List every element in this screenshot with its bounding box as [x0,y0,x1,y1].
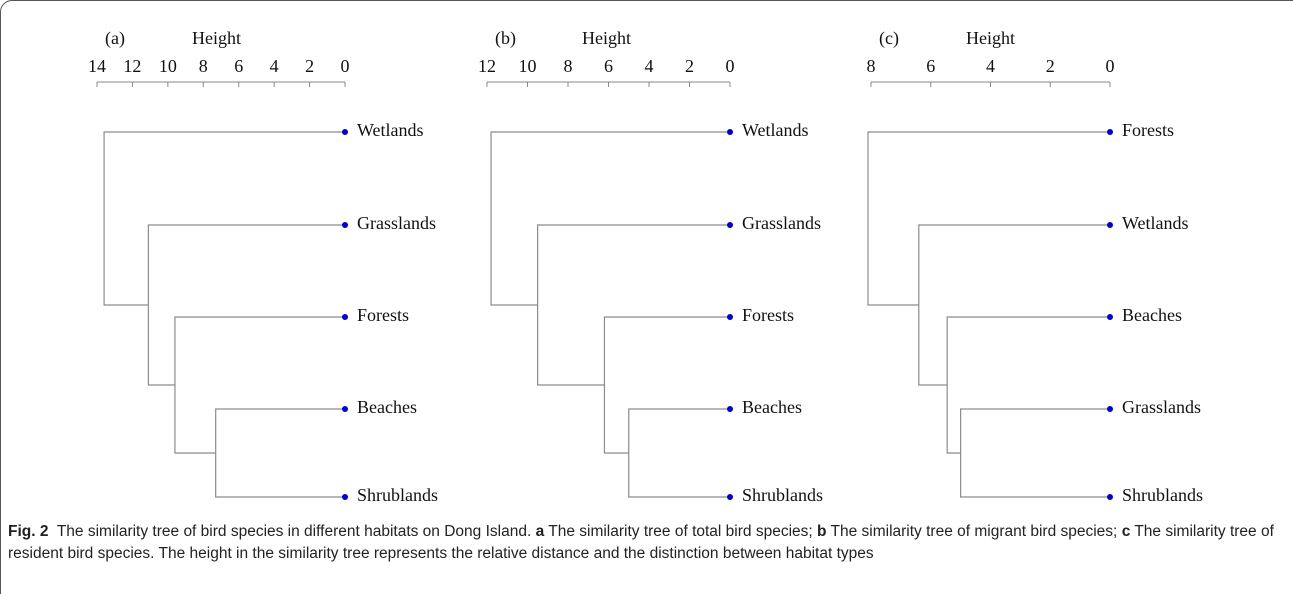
x-tick-label: 10 [519,56,537,76]
merge-link [603,316,730,454]
leaf-dot [342,494,348,500]
merge-link [215,408,345,498]
caption-key: a [535,523,545,540]
leaf-label: Wetlands [357,120,424,140]
caption-key: c [1121,523,1131,540]
caption-key: b [817,523,827,540]
leaf-dot [342,406,348,412]
x-tick-label: 12 [123,56,141,76]
leaf-dot [1107,314,1113,320]
leaf-label: Forests [1122,120,1174,140]
leaf-dot [727,129,733,135]
leaf-label: Grasslands [357,213,436,233]
caption-text: The similarity tree of bird species in d… [56,523,532,540]
leaf-label: Beaches [742,397,802,417]
x-tick-label: 4 [986,56,995,76]
leaf-dot [342,314,348,320]
leaf-dot [342,129,348,135]
x-tick-label: 8 [199,56,208,76]
caption: Fig. 2 The similarity tree of bird speci… [8,521,1278,565]
x-tick-label: 2 [685,56,694,76]
leaf-label: Wetlands [742,120,809,140]
leaf-dot [1107,494,1113,500]
axis-title: Height [582,28,631,48]
panel-label: (a) [105,28,125,49]
leaf-label: Beaches [357,397,417,417]
leaf-label: Shrublands [1122,485,1203,505]
caption-note: The height in the similarity tree repres… [158,545,874,562]
panel-label: (c) [879,28,899,49]
x-tick-label: 8 [867,56,876,76]
merge-link [960,408,1110,498]
leaf-label: Forests [357,305,409,325]
x-tick-label: 14 [88,56,106,76]
x-tick-label: 12 [478,56,496,76]
leaf-dot [1107,406,1113,412]
caption-item: The similarity tree of total bird specie… [548,523,813,540]
x-tick-label: 6 [604,56,613,76]
merge-link [174,316,345,454]
x-tick-label: 10 [159,56,177,76]
x-tick-label: 6 [234,56,243,76]
leaf-label: Shrublands [357,485,438,505]
leaf-label: Grasslands [742,213,821,233]
x-tick-label: 2 [1046,56,1055,76]
x-tick-label: 0 [341,56,350,76]
merge-link [946,316,1110,454]
figure: (a) Height 14 12 10 8 6 4 2 0 Wetlands Grasslands Fo… [88,28,1203,505]
leaf-label: Grasslands [1122,397,1201,417]
x-tick-label: 0 [726,56,735,76]
x-tick-label: 2 [305,56,314,76]
x-tick-label: 4 [270,56,279,76]
merge-link [537,224,730,386]
x-tick-label: 6 [926,56,935,76]
merge-link [867,131,1110,306]
leaf-label: Forests [742,305,794,325]
merge-link [628,408,730,498]
leaf-dot [727,406,733,412]
merge-link [147,224,345,386]
caption-item: The similarity tree of migrant bird spec… [830,523,1118,540]
leaf-dot [1107,222,1113,228]
leaf-dot [727,314,733,320]
leaf-dot [1107,129,1113,135]
leaf-dot [727,222,733,228]
leaf-dot [727,494,733,500]
caption-label: Fig. 2 [8,523,49,540]
axis-title: Height [192,28,241,48]
panel-label: (b) [495,28,516,49]
x-tick-label: 0 [1106,56,1115,76]
merge-link [103,131,345,306]
x-tick-label: 4 [645,56,654,76]
leaf-label: Wetlands [1122,213,1189,233]
leaf-label: Beaches [1122,305,1182,325]
leaf-dot [342,222,348,228]
axis-title: Height [966,28,1015,48]
merge-link [490,131,730,306]
x-tick-label: 8 [564,56,573,76]
leaf-label: Shrublands [742,485,823,505]
caption-item: The similarity tree of resident bird spe… [8,523,1274,562]
